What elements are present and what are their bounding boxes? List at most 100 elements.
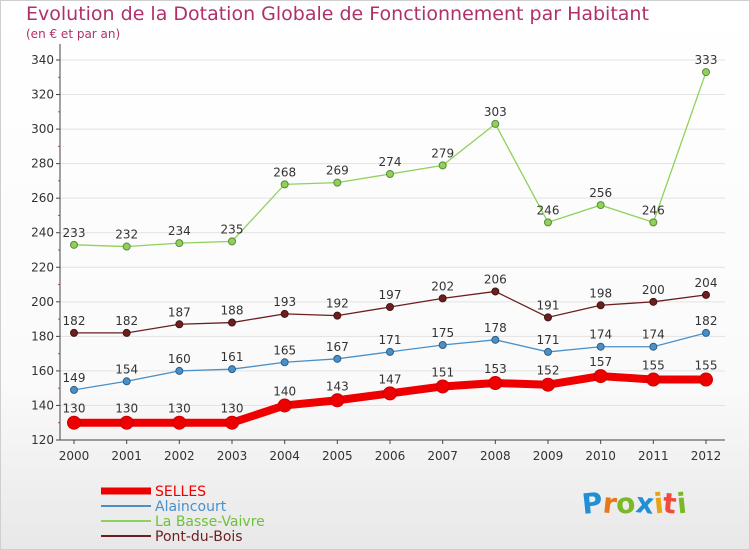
data-point bbox=[386, 347, 394, 356]
data-point bbox=[596, 342, 605, 351]
y-tick-label: 140 bbox=[31, 398, 54, 412]
data-label: 130 bbox=[63, 402, 86, 416]
data-point bbox=[699, 372, 713, 387]
data-point bbox=[172, 415, 187, 430]
data-label: 182 bbox=[695, 314, 718, 328]
data-point bbox=[280, 309, 289, 318]
data-point bbox=[175, 320, 184, 329]
data-label: 130 bbox=[115, 402, 138, 416]
data-label: 188 bbox=[221, 304, 244, 318]
x-tick-label: 2001 bbox=[111, 449, 142, 463]
data-point bbox=[67, 415, 81, 430]
data-label: 154 bbox=[115, 362, 138, 376]
data-label: 157 bbox=[589, 355, 612, 369]
data-label: 256 bbox=[589, 186, 612, 200]
legend-label: Alaincourt bbox=[155, 499, 227, 515]
y-tick-label: 240 bbox=[31, 226, 54, 240]
data-point bbox=[383, 386, 397, 401]
logo-letter: i bbox=[674, 486, 688, 521]
y-tick-label: 160 bbox=[31, 364, 54, 378]
data-label: 192 bbox=[326, 297, 349, 311]
y-tick-label: 280 bbox=[31, 157, 54, 171]
data-point bbox=[277, 398, 292, 413]
data-label: 152 bbox=[537, 364, 560, 378]
data-point bbox=[280, 358, 289, 367]
data-point bbox=[649, 297, 658, 306]
data-label: 187 bbox=[168, 305, 191, 319]
data-label: 167 bbox=[326, 340, 349, 354]
data-label: 155 bbox=[642, 359, 665, 373]
data-label: 232 bbox=[115, 228, 138, 242]
data-point bbox=[596, 201, 605, 210]
data-label: 160 bbox=[168, 352, 191, 366]
data-point bbox=[438, 294, 447, 303]
data-point bbox=[228, 365, 236, 374]
data-label: 303 bbox=[484, 105, 507, 119]
data-label: 274 bbox=[379, 155, 402, 169]
data-label: 246 bbox=[642, 203, 665, 217]
data-label: 155 bbox=[695, 359, 718, 373]
x-tick-label: 2006 bbox=[375, 449, 406, 463]
data-point bbox=[280, 180, 289, 189]
y-tick-label: 300 bbox=[31, 122, 54, 136]
data-label: 198 bbox=[589, 286, 612, 300]
data-point bbox=[333, 178, 342, 187]
y-tick-label: 200 bbox=[31, 295, 54, 309]
y-tick-label: 260 bbox=[31, 191, 54, 205]
data-point bbox=[488, 376, 503, 390]
x-tick-label: 2007 bbox=[427, 449, 458, 463]
data-point bbox=[544, 347, 552, 356]
data-label: 235 bbox=[221, 222, 244, 236]
data-label: 246 bbox=[537, 203, 560, 217]
data-label: 234 bbox=[168, 224, 191, 238]
x-tick-label: 2010 bbox=[585, 449, 616, 463]
data-label: 206 bbox=[484, 272, 507, 286]
data-label: 197 bbox=[379, 288, 402, 302]
data-point bbox=[333, 354, 342, 363]
legend-label: SELLES bbox=[155, 484, 206, 500]
x-tick-label: 2003 bbox=[217, 449, 248, 463]
data-point bbox=[435, 379, 450, 394]
x-tick-label: 2000 bbox=[59, 449, 90, 463]
data-label: 182 bbox=[63, 314, 86, 328]
data-point bbox=[593, 369, 608, 384]
data-point bbox=[225, 415, 239, 430]
data-label: 153 bbox=[484, 362, 507, 376]
data-point bbox=[702, 328, 710, 337]
data-label: 191 bbox=[537, 298, 560, 312]
data-label: 174 bbox=[642, 328, 665, 342]
data-point bbox=[541, 377, 555, 392]
legend-label: La Basse-Vaivre bbox=[155, 514, 265, 530]
data-label: 171 bbox=[379, 333, 402, 347]
data-point bbox=[228, 318, 236, 327]
x-tick-label: 2002 bbox=[164, 449, 195, 463]
data-point bbox=[119, 415, 134, 430]
x-tick-label: 2012 bbox=[691, 449, 722, 463]
data-point bbox=[333, 311, 342, 320]
data-label: 171 bbox=[537, 333, 560, 347]
data-label: 143 bbox=[326, 379, 349, 393]
data-point bbox=[438, 161, 447, 170]
data-point bbox=[649, 342, 658, 351]
data-point bbox=[646, 372, 661, 387]
data-point bbox=[122, 242, 131, 251]
data-label: 130 bbox=[221, 402, 244, 416]
data-label: 279 bbox=[431, 146, 454, 160]
data-label: 182 bbox=[115, 314, 138, 328]
data-label: 269 bbox=[326, 164, 349, 178]
x-tick-label: 2011 bbox=[638, 449, 669, 463]
data-point bbox=[596, 301, 605, 310]
data-point bbox=[228, 237, 236, 246]
data-point bbox=[491, 119, 500, 128]
data-label: 149 bbox=[63, 371, 86, 385]
data-point bbox=[175, 239, 184, 248]
data-point bbox=[649, 218, 658, 227]
data-label: 175 bbox=[431, 326, 454, 340]
data-point bbox=[330, 393, 345, 408]
data-label: 204 bbox=[695, 276, 718, 290]
data-label: 147 bbox=[379, 372, 402, 386]
data-point bbox=[122, 377, 131, 386]
data-label: 151 bbox=[431, 365, 454, 379]
